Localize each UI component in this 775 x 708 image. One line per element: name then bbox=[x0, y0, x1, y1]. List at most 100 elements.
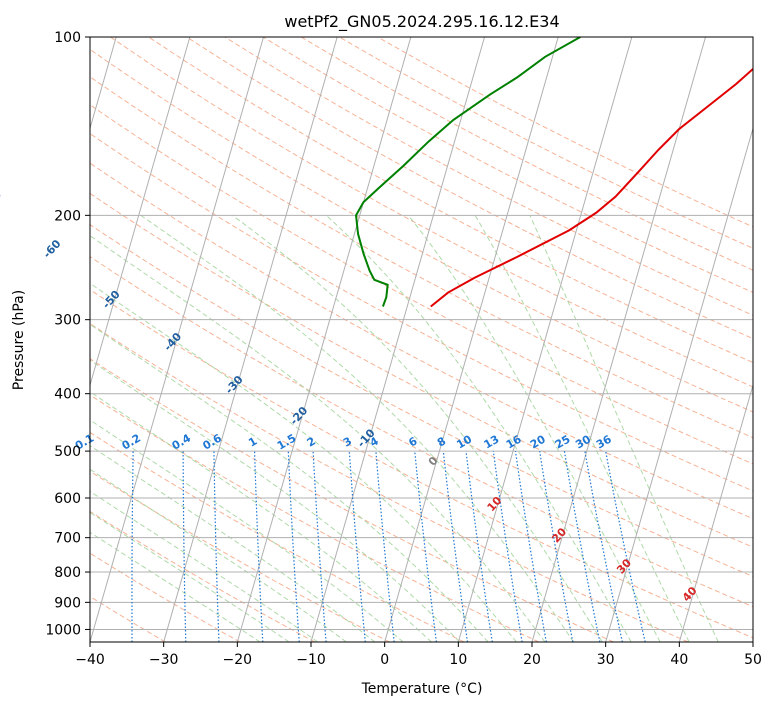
mixing-ratio-label: 6 bbox=[406, 434, 419, 449]
isotherm-line bbox=[531, 37, 707, 642]
dry-adiabat bbox=[90, 394, 539, 642]
mixing-ratio-line bbox=[182, 451, 187, 642]
dry-adiabat bbox=[90, 552, 241, 642]
dry-adiabat bbox=[90, 48, 753, 413]
isotherm-label: -70 bbox=[0, 188, 4, 212]
mixing-ratio-line bbox=[442, 451, 469, 642]
mixing-ratio-label: 8 bbox=[435, 435, 448, 450]
mixing-ratio-line bbox=[312, 451, 327, 642]
dry-adiabat bbox=[339, 37, 753, 249]
dry-adiabat bbox=[90, 358, 614, 642]
dry-adiabat bbox=[90, 224, 753, 578]
dry-adiabat bbox=[110, 37, 753, 388]
mixing-ratio-line bbox=[563, 451, 601, 642]
y-tick-label: 400 bbox=[54, 387, 81, 403]
plot-frame bbox=[89, 36, 754, 643]
moist-adiabat bbox=[90, 419, 404, 642]
dry-adiabat bbox=[90, 162, 753, 520]
moist-adiabat bbox=[90, 511, 290, 642]
moist-adiabat bbox=[90, 531, 261, 642]
dry-adiabat bbox=[262, 37, 753, 294]
isotherm-line bbox=[384, 37, 559, 642]
x-tick-label: −30 bbox=[149, 652, 179, 668]
mixing-ratio-line bbox=[492, 451, 523, 642]
mixing-ratio-line bbox=[348, 451, 366, 642]
mixing-ratio-label: 13 bbox=[482, 433, 502, 452]
isotherm-line bbox=[90, 37, 265, 642]
chart-title: wetPf2_GN05.2024.295.16.12.E34 bbox=[284, 12, 559, 32]
isotherm-line bbox=[605, 126, 753, 642]
y-axis: 100 200 300 400 500 600 700 800 900 1000 bbox=[45, 30, 90, 638]
isotherm-line bbox=[752, 640, 753, 642]
isotherm-label: -40 bbox=[161, 330, 184, 354]
y-tick-label: 1000 bbox=[45, 622, 81, 638]
mixing-ratio-line bbox=[82, 451, 86, 642]
dry-adiabat bbox=[90, 192, 753, 548]
mixing-ratio-line bbox=[375, 451, 395, 642]
y-axis-label: Pressure (hPa) bbox=[11, 290, 27, 390]
y-tick-label: 900 bbox=[54, 595, 81, 611]
mixing-ratio-line bbox=[131, 451, 134, 642]
mixing-ratio-label: 20 bbox=[528, 432, 548, 451]
moist-adiabat bbox=[140, 214, 575, 642]
x-tick-label: −40 bbox=[75, 652, 105, 668]
moist-adiabat bbox=[90, 490, 319, 642]
mixing-ratio-label: 3 bbox=[341, 435, 354, 450]
moist-adiabat bbox=[325, 214, 632, 642]
x-tick-label: 20 bbox=[523, 652, 541, 668]
isotherm-line bbox=[90, 37, 191, 387]
temperature-line bbox=[430, 67, 753, 308]
x-tick-label: 10 bbox=[449, 652, 467, 668]
moist-adiabat bbox=[408, 215, 661, 642]
dry-adiabat bbox=[90, 510, 315, 642]
dewpoint-line bbox=[355, 37, 581, 307]
y-tick-label: 800 bbox=[54, 565, 81, 581]
moist-adiabat bbox=[90, 235, 546, 642]
mixing-ratio-line bbox=[213, 451, 220, 642]
mixing-ratio-label: 0.2 bbox=[120, 432, 143, 453]
y-tick-label: 700 bbox=[54, 531, 81, 547]
dry-adiabat bbox=[300, 37, 753, 271]
isotherm-label: -60 bbox=[41, 237, 64, 261]
mixing-ratio-line bbox=[414, 451, 438, 642]
x-tick-label: 40 bbox=[670, 652, 688, 668]
mixing-ratio-line bbox=[539, 451, 574, 642]
mixing-ratio-label: 1.5 bbox=[275, 432, 298, 453]
dry-adiabat bbox=[90, 289, 753, 639]
x-tick-label: 50 bbox=[744, 652, 762, 668]
y-tick-label: 600 bbox=[54, 491, 81, 507]
moist-adiabat bbox=[232, 214, 603, 642]
background-lines bbox=[82, 37, 753, 642]
series-layer bbox=[355, 37, 753, 308]
low-isotherm-label: 10 bbox=[485, 494, 505, 514]
mixing-ratio-line bbox=[287, 451, 300, 642]
mixing-ratio-label: 10 bbox=[454, 432, 474, 451]
mixing-ratio-line bbox=[605, 450, 646, 642]
dry-adiabat bbox=[148, 37, 753, 364]
dry-adiabat bbox=[90, 470, 390, 642]
y-tick-label: 100 bbox=[54, 30, 81, 46]
isotherm-line bbox=[457, 37, 633, 642]
x-tick-label: −20 bbox=[223, 652, 253, 668]
y-tick-label: 300 bbox=[54, 313, 81, 329]
moist-adiabat bbox=[90, 359, 461, 642]
mixing-ratio-label: 25 bbox=[553, 433, 573, 452]
y-tick-label: 200 bbox=[54, 208, 81, 224]
x-tick-label: 30 bbox=[597, 652, 615, 668]
x-axis: −40 −30 −20 −10 0 10 20 30 40 50 bbox=[75, 642, 762, 668]
dry-adiabat bbox=[90, 256, 753, 608]
mixing-ratio-label: 16 bbox=[504, 432, 524, 451]
mixing-ratio-label: 36 bbox=[594, 432, 614, 451]
moist-adiabat bbox=[90, 323, 489, 642]
moist-adiabat bbox=[529, 215, 719, 642]
mixing-ratio-line bbox=[584, 450, 623, 642]
x-axis-label: Temperature (°C) bbox=[361, 681, 483, 697]
dry-adiabat bbox=[90, 76, 753, 439]
isotherm-label: -20 bbox=[287, 404, 310, 428]
mixing-ratio-line bbox=[253, 451, 264, 642]
y-tick-label: 500 bbox=[54, 444, 81, 460]
isotherm-label: -50 bbox=[100, 288, 123, 312]
isotherm-line bbox=[678, 383, 753, 642]
mixing-ratio-label: 0.4 bbox=[170, 431, 194, 452]
moist-adiabat bbox=[90, 282, 517, 642]
